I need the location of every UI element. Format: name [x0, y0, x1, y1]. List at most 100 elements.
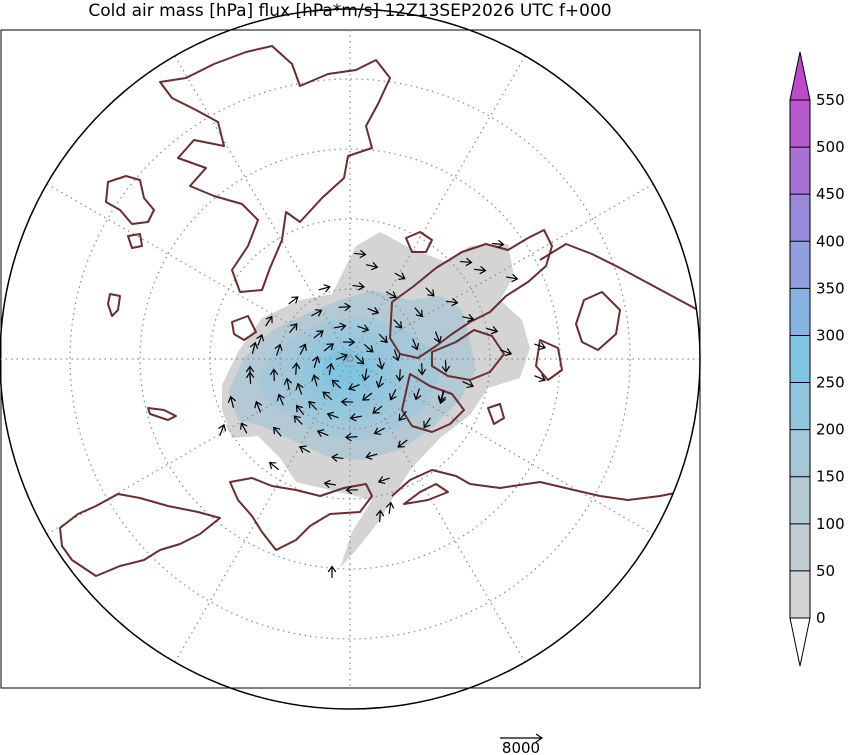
flux-arrow: [334, 322, 347, 331]
colorbar-tick-label: 150: [816, 468, 845, 486]
flux-arrow: [417, 362, 427, 376]
flux-arrow: [326, 411, 339, 420]
flux-arrow: [462, 380, 474, 389]
flux-arrow: [265, 315, 273, 327]
colorbar-tick-label: 300: [816, 326, 845, 344]
flux-arrow: [389, 389, 397, 401]
flux-arrow: [323, 343, 334, 352]
flux-arrow: [486, 326, 499, 335]
flux-arrow: [352, 282, 365, 291]
flux-arrow: [366, 262, 379, 271]
flux-arrow: [378, 333, 388, 344]
flux-arrow: [322, 391, 333, 400]
flux-arrow: [462, 314, 475, 323]
flux-arrow: [342, 338, 356, 347]
flux-arrow: [365, 451, 378, 460]
reference-vector-label: 8000: [502, 739, 540, 755]
flux-arrow: [268, 461, 279, 471]
colorbar-segment: [790, 241, 810, 289]
flux-arrow: [459, 257, 473, 267]
flux-arrow: [218, 423, 227, 436]
flux-arrow: [373, 427, 385, 435]
flux-arrow: [393, 319, 403, 329]
reference-vector-arrow: [500, 733, 544, 743]
flux-arrow: [433, 331, 442, 344]
flux-arrow: [288, 296, 299, 305]
flux-arrow: [273, 426, 282, 437]
flux-arrow: [534, 374, 547, 383]
flux-arrow: [376, 357, 385, 370]
flux-arrow: [327, 565, 337, 579]
colorbar: 0 50 100 150 200 250 300 350 400 450 500 550: [789, 51, 845, 667]
flux-arrow: [534, 342, 547, 351]
flux-arrow: [500, 348, 513, 357]
flux-arrow: [372, 405, 383, 414]
colorbar-segment: [790, 382, 810, 430]
colorbar-extend-high: [789, 51, 811, 101]
colorbar-tick-label: 500: [816, 138, 845, 156]
flux-arrow: [441, 360, 450, 373]
flux-arrow: [375, 509, 385, 523]
cold-air-mass-field: [222, 232, 530, 568]
flux-arrow: [361, 368, 370, 382]
flux-arrow: [398, 411, 407, 422]
flux-arrow: [336, 353, 349, 361]
flux-arrow: [445, 298, 459, 307]
flux-arrow: [254, 400, 263, 413]
flux-arrow: [411, 338, 420, 351]
colorbar-tick-label: 400: [816, 232, 845, 250]
colorbar-tick-label: 200: [816, 421, 845, 439]
flux-arrow: [295, 404, 305, 415]
colorbar-segment: [790, 288, 810, 336]
colorbar-tick-label: 50: [816, 562, 835, 580]
colorbar-segment: [790, 570, 810, 618]
flux-arrow: [414, 307, 423, 318]
colorbar-tick-label: 250: [816, 374, 845, 392]
flux-arrow: [397, 439, 408, 448]
flux-arrow: [375, 376, 384, 389]
flux-arrow: [276, 393, 285, 406]
flux-arrow: [355, 355, 365, 365]
colorbar-segment: [790, 100, 810, 148]
chart-title: Cold air mass [hPa] flux [hPa*m/s] 12Z13…: [88, 1, 611, 21]
flux-arrow: [293, 415, 303, 425]
flux-arrow: [491, 239, 505, 249]
reference-arrow-shaft: [500, 733, 544, 743]
colorbar-segment: [790, 429, 810, 477]
flux-arrow: [340, 397, 354, 406]
flux-arrow: [362, 392, 373, 401]
flux-arrow: [311, 374, 320, 387]
colorbar-segment: [790, 194, 810, 242]
flux-arrow: [331, 379, 341, 389]
colorbar-segment: [790, 476, 810, 524]
flux-arrow: [295, 382, 304, 395]
flux-arrow: [256, 333, 265, 346]
colorbar-segment: [790, 335, 810, 383]
flux-arrow: [425, 287, 435, 297]
flux-arrow: [269, 368, 279, 382]
flux-arrow: [357, 324, 370, 333]
flux-arrow: [240, 422, 248, 434]
flux-arrow: [249, 341, 258, 354]
map-area: [0, 30, 700, 690]
colorbar-tick-label: 100: [816, 515, 845, 533]
flux-arrow: [274, 343, 283, 356]
flux-arrow: [349, 413, 362, 422]
flux-arrow: [311, 309, 323, 317]
map-boundary: [0, 8, 701, 710]
flux-arrow: [299, 343, 307, 355]
flux-arrow: [395, 369, 404, 382]
flux-arrow: [318, 284, 331, 293]
flux-arrow: [413, 388, 422, 401]
flux-arrow: [392, 349, 401, 362]
flux-arrow: [363, 344, 374, 353]
flux-arrow: [292, 362, 301, 375]
flux-arrow: [473, 265, 487, 275]
coastlines: [59, 45, 700, 577]
flux-arrow: [423, 417, 431, 429]
flux-arrow: [505, 274, 519, 283]
flux-arrow: [347, 383, 360, 391]
flux-arrow: [344, 432, 358, 442]
flux-arrow: [326, 362, 335, 376]
colorbar-tick-label: 350: [816, 279, 845, 297]
